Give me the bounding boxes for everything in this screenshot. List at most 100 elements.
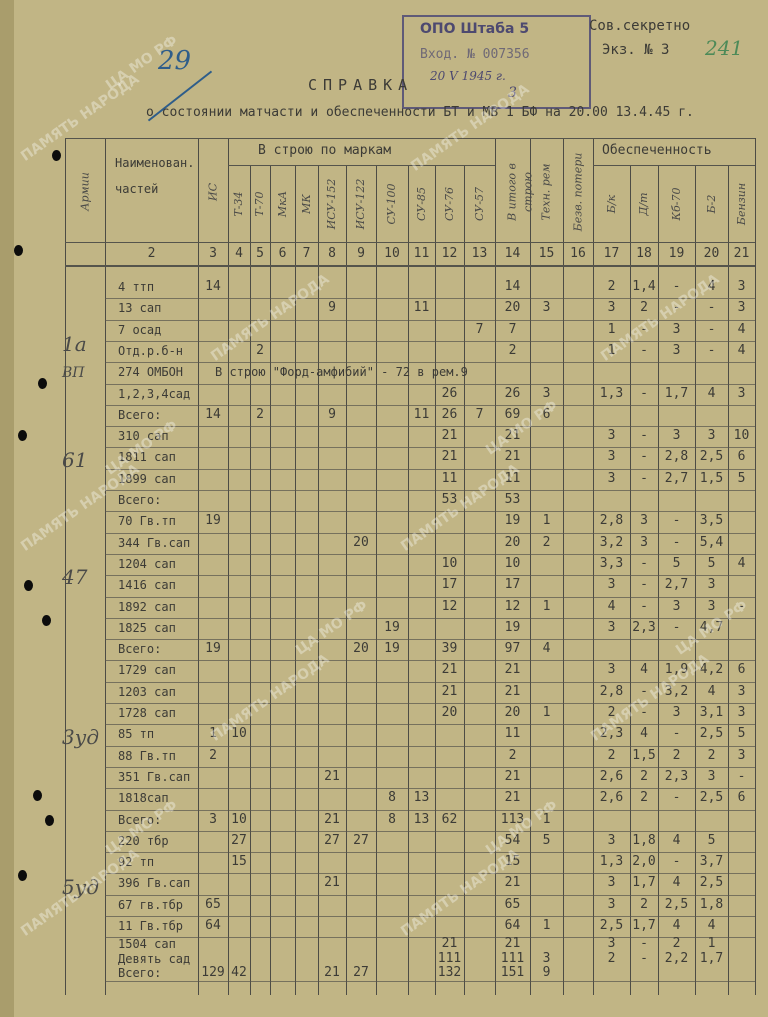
table-cell: 6 bbox=[737, 449, 746, 465]
table-row: 1729 сап 21 21 3 4 1,9 4,2 6 bbox=[0, 660, 768, 681]
table-cell: 3 bbox=[607, 449, 616, 465]
column-number: 12 bbox=[441, 246, 458, 261]
column-header: ИС bbox=[206, 182, 219, 201]
army-label: 5уд bbox=[62, 875, 100, 899]
row-divider bbox=[105, 703, 755, 704]
table-cell: 11 bbox=[504, 470, 521, 486]
unit-name: 1204 сап bbox=[118, 556, 176, 571]
column-number: 13 bbox=[471, 246, 488, 261]
column-number: 8 bbox=[328, 246, 336, 261]
table-cell: 2,6 bbox=[599, 768, 624, 784]
table-row: Девять сад 111 111 3 2 -2,2 1,7 bbox=[0, 950, 768, 967]
column-divider bbox=[346, 165, 347, 995]
column-number: 16 bbox=[570, 246, 586, 261]
column-number: 15 bbox=[538, 246, 555, 261]
table-cell: 10 bbox=[231, 811, 247, 827]
unit-name: Всего: bbox=[118, 407, 162, 422]
army-label: 1а bbox=[62, 332, 87, 356]
table-cell: 20 bbox=[504, 705, 521, 720]
table-cell: 2 bbox=[209, 747, 217, 763]
table-row: 351 Гв.сап 21 21 2,6 2 2,3 3 - bbox=[0, 767, 768, 788]
column-divider bbox=[270, 165, 271, 995]
table-cell: 19 bbox=[205, 641, 221, 657]
row-divider bbox=[105, 894, 755, 896]
table-cell: - bbox=[640, 555, 648, 571]
column-number: 4 bbox=[235, 246, 243, 261]
table-row: 1203 сап 21 21 2,8-3,2 4 3 bbox=[0, 682, 768, 703]
table-cell: 3 bbox=[737, 385, 746, 401]
column-header: Техн. рем bbox=[539, 163, 553, 220]
table-cell: 21 bbox=[504, 683, 521, 699]
table-row: Всего: 129 42 21 27 132 151 9 bbox=[0, 965, 768, 981]
table-cell: 3 bbox=[607, 428, 616, 444]
table-cell: - bbox=[672, 619, 681, 635]
column-header: Т-34 bbox=[232, 191, 245, 217]
column-header: Д/т bbox=[637, 192, 650, 216]
row-divider bbox=[105, 319, 755, 321]
table-cell: 3 bbox=[707, 598, 716, 614]
table-cell: 4 bbox=[607, 598, 616, 614]
table-cell: 9 bbox=[328, 406, 336, 422]
table-cell: 1,7 bbox=[632, 918, 656, 933]
table-cell: 19 bbox=[384, 641, 400, 657]
secrecy-label: Сов.секретно bbox=[589, 18, 691, 34]
column-divider bbox=[295, 165, 296, 995]
row-divider bbox=[105, 340, 755, 342]
column-header: СУ-57 bbox=[472, 186, 486, 222]
unit-name: Всего: bbox=[118, 642, 162, 657]
column-divider bbox=[695, 165, 696, 995]
column-header: Кб-70 bbox=[669, 187, 683, 221]
table-cell: 111 bbox=[437, 950, 462, 966]
column-number: 17 bbox=[603, 246, 620, 261]
table-row: 70 Гв.тп 19 19 1 2,8 3 - 3,5 bbox=[0, 511, 768, 532]
column-divider bbox=[228, 138, 229, 995]
column-divider bbox=[593, 138, 594, 995]
binder-hole bbox=[45, 815, 54, 826]
table-cell: 2,5 bbox=[664, 896, 689, 912]
table-cell: 2 bbox=[640, 790, 648, 806]
table-cell: - bbox=[672, 854, 681, 870]
table-cell: 2 bbox=[672, 936, 681, 952]
row-divider bbox=[105, 980, 755, 982]
table-cell: 3 bbox=[672, 598, 681, 614]
table-cell: 1 bbox=[707, 936, 716, 952]
table-cell: 3,3 bbox=[599, 555, 624, 571]
table-cell: - bbox=[737, 598, 746, 614]
table-cell: 2 bbox=[640, 896, 648, 912]
table-cell: 2 bbox=[707, 747, 716, 763]
army-label: 61 bbox=[62, 448, 88, 472]
table-cell: 3 bbox=[672, 342, 681, 358]
table-cell: 3 bbox=[737, 705, 746, 720]
unit-name: 92 тп bbox=[118, 855, 155, 870]
table-cell: 6 bbox=[737, 790, 746, 806]
table-cell: 21 bbox=[324, 811, 340, 827]
table-cell: 3 bbox=[737, 683, 746, 699]
table-cell: 3 bbox=[607, 832, 616, 848]
table-cell: 2,7 bbox=[664, 577, 689, 593]
column-number: 7 bbox=[302, 246, 311, 261]
table-cell: 1 bbox=[542, 598, 551, 614]
table-cell: 3 bbox=[607, 875, 616, 891]
table-cell: 4 bbox=[640, 662, 648, 678]
table-cell: 111 bbox=[500, 950, 525, 966]
table-cell: 19 bbox=[205, 513, 221, 529]
table-cell: 54 bbox=[504, 832, 521, 848]
table-cell: 20 bbox=[353, 641, 369, 657]
registration-stamp: ОПО Штаба 5 Вход. № 007356 20 V 1945 г. … bbox=[402, 15, 591, 109]
binder-hole bbox=[52, 150, 61, 161]
column-header-name: Наименован. частей bbox=[115, 156, 195, 196]
table-cell: 64 bbox=[504, 918, 521, 933]
table-cell: 1,3 bbox=[599, 854, 624, 870]
table-row: 344 Гв.сап 20 20 2 3,2 3 - 5,4 bbox=[0, 533, 768, 554]
table-cell: 1 bbox=[542, 705, 551, 720]
table-cell: 4,7 bbox=[699, 619, 724, 635]
table-cell: 3 bbox=[707, 577, 716, 593]
table-row: 274 ОМБОН В строю "Форд-амфибий" - 72 в р… bbox=[0, 362, 768, 383]
table-cell: 4 bbox=[542, 641, 551, 657]
column-divider bbox=[630, 165, 631, 995]
table-row: Всего: 14 2 9 11 26 7 69 6 bbox=[0, 405, 768, 426]
table-cell: 26 bbox=[441, 385, 458, 401]
binder-hole bbox=[24, 580, 33, 591]
table-cell: 3,1 bbox=[699, 705, 724, 720]
group-header-in-service: В строю по маркам bbox=[258, 143, 392, 158]
